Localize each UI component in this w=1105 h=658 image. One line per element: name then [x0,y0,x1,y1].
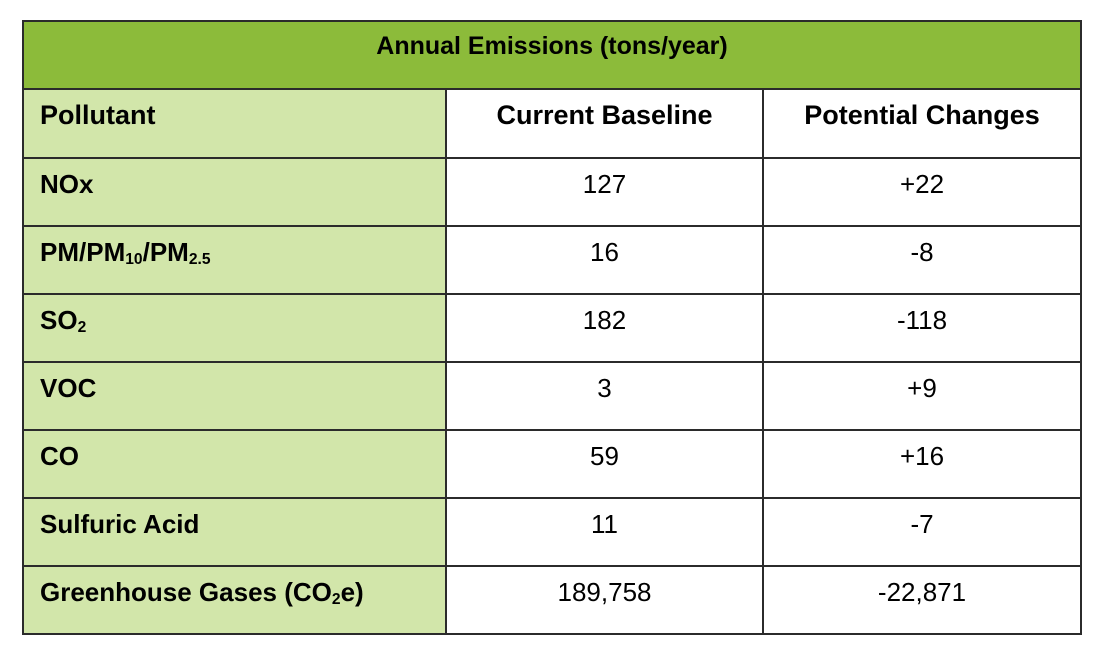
pollutant-cell: PM/PM10/PM2.5 [22,225,447,295]
header-row: Pollutant Current Baseline Potential Cha… [22,88,1082,159]
label-text: Greenhouse Gases (CO [40,577,332,607]
data-row: Greenhouse Gases (CO2e) 189,758 -22,871 [22,565,1082,635]
baseline-cell: 3 [445,361,764,431]
change-cell: -22,871 [762,565,1082,635]
change-cell: -118 [762,293,1082,363]
baseline-cell: 59 [445,429,764,499]
data-row: CO 59 +16 [22,429,1082,499]
label-text: NOx [40,169,94,199]
label-text: Sulfuric Acid [40,509,200,539]
change-cell: +22 [762,157,1082,227]
column-header: Current Baseline [445,88,764,159]
baseline-cell: 182 [445,293,764,363]
baseline-cell: 189,758 [445,565,764,635]
baseline-cell: 16 [445,225,764,295]
subscript: 2.5 [188,251,211,269]
baseline-cell: 11 [445,497,764,567]
data-row: Sulfuric Acid 11 -7 [22,497,1082,567]
change-cell: +9 [762,361,1082,431]
pollutant-cell: SO2 [22,293,447,363]
pollutant-cell: VOC [22,361,447,431]
label-text: e) [340,577,364,607]
pollutant-cell: CO [22,429,447,499]
subscript: 2 [77,319,87,337]
subscript: 2 [331,591,341,609]
data-row: NOx 127 +22 [22,157,1082,227]
column-header: Pollutant [22,88,447,159]
pollutant-cell: Sulfuric Acid [22,497,447,567]
title-row: Annual Emissions (tons/year) [22,20,1082,90]
table-title: Annual Emissions (tons/year) [22,20,1082,90]
label-text: PM/PM [40,237,126,267]
label-text: CO [40,441,79,471]
pollutant-cell: Greenhouse Gases (CO2e) [22,565,447,635]
data-row: VOC 3 +9 [22,361,1082,431]
table-body: Annual Emissions (tons/year) Pollutant C… [22,20,1082,635]
emissions-table: Annual Emissions (tons/year) Pollutant C… [22,20,1082,635]
pollutant-cell: NOx [22,157,447,227]
label-text: VOC [40,373,97,403]
data-row: SO2 182 -118 [22,293,1082,363]
column-header: Potential Changes [762,88,1082,159]
data-row: PM/PM10/PM2.5 16 -8 [22,225,1082,295]
label-text: SO [40,305,78,335]
subscript: 10 [125,251,143,269]
label-text: /PM [142,237,189,267]
change-cell: -8 [762,225,1082,295]
baseline-cell: 127 [445,157,764,227]
change-cell: -7 [762,497,1082,567]
change-cell: +16 [762,429,1082,499]
